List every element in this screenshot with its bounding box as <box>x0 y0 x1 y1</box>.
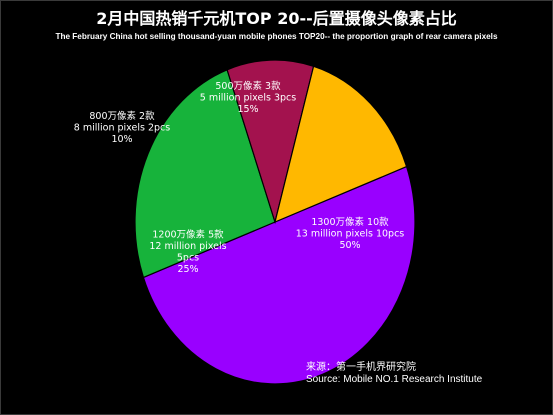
pie-slice-s500 <box>274 65 408 224</box>
slice-label-line: 8 million pixels 2pcs <box>74 123 170 134</box>
source-en: Source: Mobile NO.1 Research Institute <box>306 374 483 385</box>
slice-label-line: 12 million pixels <box>149 241 226 252</box>
slice-label-line: 800万像素 2款 <box>89 110 155 122</box>
slice-label-line: 5 million pixels 3pcs <box>200 93 296 104</box>
slice-label-line: 15% <box>237 104 258 115</box>
slice-label-line: 13 million pixels 10pcs <box>296 229 405 240</box>
slice-label-line: 5pcs <box>177 252 199 263</box>
pie-slice-s1300 <box>142 165 416 385</box>
slice-label-line: 500万像素 3款 <box>215 80 281 92</box>
slice-label-line: 1300万像素 10款 <box>311 216 389 228</box>
source-note: 来源：第一手机界研究院 Source: Mobile NO.1 Research… <box>306 362 482 386</box>
slice-label-line: 1200万像素 5款 <box>152 228 224 240</box>
slice-label-line: 50% <box>339 240 360 251</box>
slice-label-line: 10% <box>111 134 132 145</box>
chart-subtitle: The February China hot selling thousand-… <box>55 32 498 41</box>
pie-slice-s1200 <box>134 68 276 279</box>
source-cn: 来源：第一手机界研究院 <box>306 362 416 373</box>
chart-title: 2月中国热销千元机TOP 20--后置摄像头像素占比 <box>96 9 457 28</box>
slice-label-line: 25% <box>177 264 198 275</box>
pie-slice-s800 <box>226 59 315 225</box>
